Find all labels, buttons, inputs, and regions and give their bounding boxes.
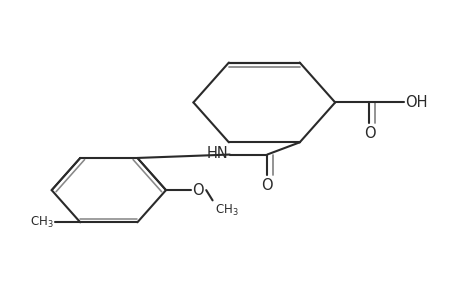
Text: OH: OH <box>405 95 427 110</box>
Text: HN: HN <box>206 146 228 160</box>
Text: $\rm CH_3$: $\rm CH_3$ <box>214 203 238 218</box>
Text: O: O <box>192 183 204 198</box>
Text: O: O <box>363 126 375 141</box>
Text: $\rm CH_3$: $\rm CH_3$ <box>29 215 53 230</box>
Text: O: O <box>261 178 273 193</box>
